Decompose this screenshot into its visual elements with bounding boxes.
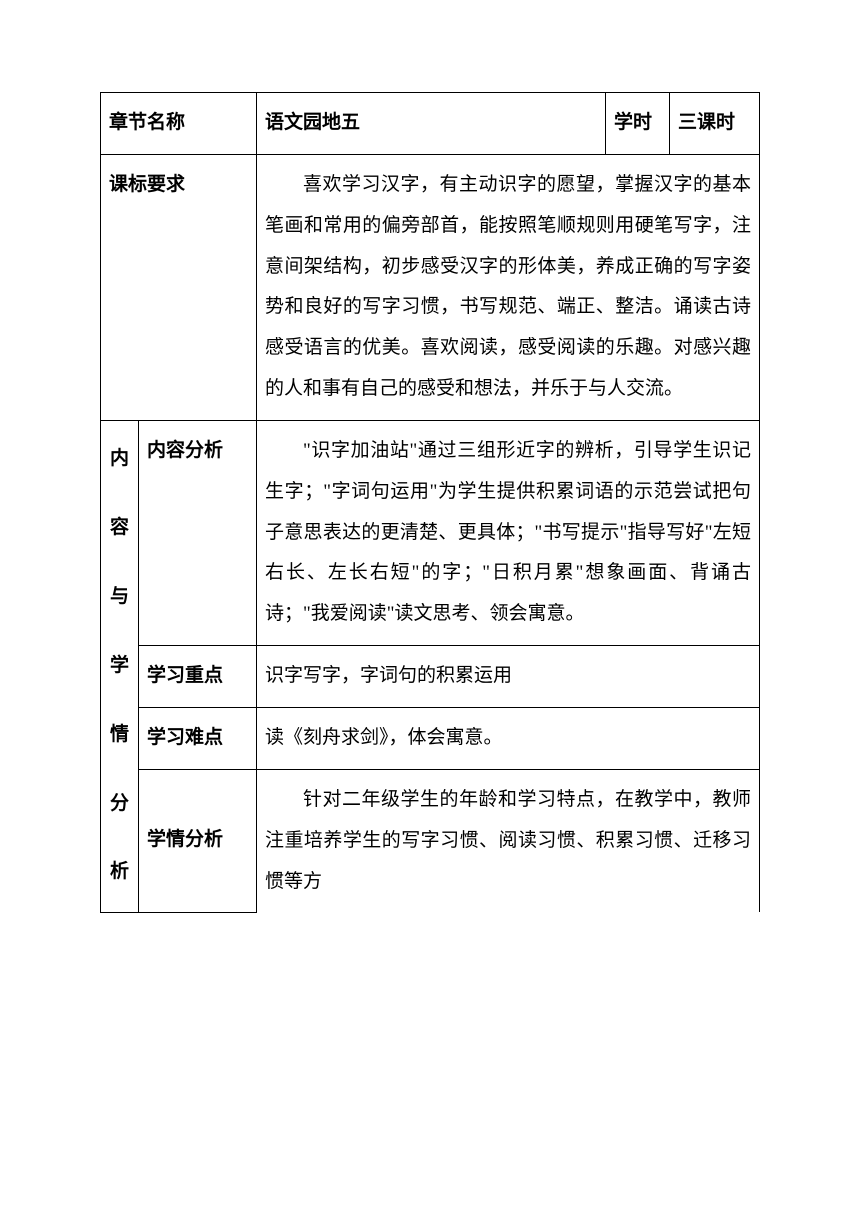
difficulty-text: 读《刻舟求剑》，体会寓意。 xyxy=(257,707,760,769)
chapter-name-label: 章节名称 xyxy=(101,93,257,155)
standard-row: 课标要求 喜欢学习汉字，有主动识字的愿望，掌握汉字的基本笔画和常用的偏旁部首，能… xyxy=(101,154,760,420)
content-analysis-label: 内容分析 xyxy=(139,420,257,645)
situation-label: 学情分析 xyxy=(139,769,257,912)
vchar: 分 xyxy=(110,784,129,825)
standard-label: 课标要求 xyxy=(101,154,257,420)
difficulty-label: 学习难点 xyxy=(139,707,257,769)
situation-text: 针对二年级学生的年龄和学习特点，在教学中，教师注重培养学生的写字习惯、阅读习惯、… xyxy=(257,769,760,912)
focus-row: 学习重点 识字写字，字词句的积累运用 xyxy=(101,646,760,708)
vchar: 情 xyxy=(110,715,129,756)
hours-value: 三课时 xyxy=(670,93,760,155)
header-row: 章节名称 语文园地五 学时 三课时 xyxy=(101,93,760,155)
content-analysis-row: 内 容 与 学 情 分 析 内容分析 "识字加油站"通过三组形近字的辨析，引导学… xyxy=(101,420,760,645)
vchar: 内 xyxy=(110,439,129,480)
lesson-plan-table: 章节名称 语文园地五 学时 三课时 课标要求 喜欢学习汉字，有主动识字的愿望，掌… xyxy=(100,92,760,913)
vchar: 学 xyxy=(110,646,129,687)
section-vertical-label: 内 容 与 学 情 分 析 xyxy=(101,420,139,912)
content-analysis-text: "识字加油站"通过三组形近字的辨析，引导学生识记生字；"字词句运用"为学生提供积… xyxy=(257,420,760,645)
vchar: 与 xyxy=(110,577,129,618)
situation-row: 学情分析 针对二年级学生的年龄和学习特点，在教学中，教师注重培养学生的写字习惯、… xyxy=(101,769,760,912)
vchar: 容 xyxy=(110,508,129,549)
hours-label: 学时 xyxy=(606,93,670,155)
focus-text: 识字写字，字词句的积累运用 xyxy=(257,646,760,708)
difficulty-row: 学习难点 读《刻舟求剑》，体会寓意。 xyxy=(101,707,760,769)
chapter-name-value: 语文园地五 xyxy=(257,93,606,155)
standard-content: 喜欢学习汉字，有主动识字的愿望，掌握汉字的基本笔画和常用的偏旁部首，能按照笔顺规… xyxy=(257,154,760,420)
vchar: 析 xyxy=(110,852,129,893)
focus-label: 学习重点 xyxy=(139,646,257,708)
